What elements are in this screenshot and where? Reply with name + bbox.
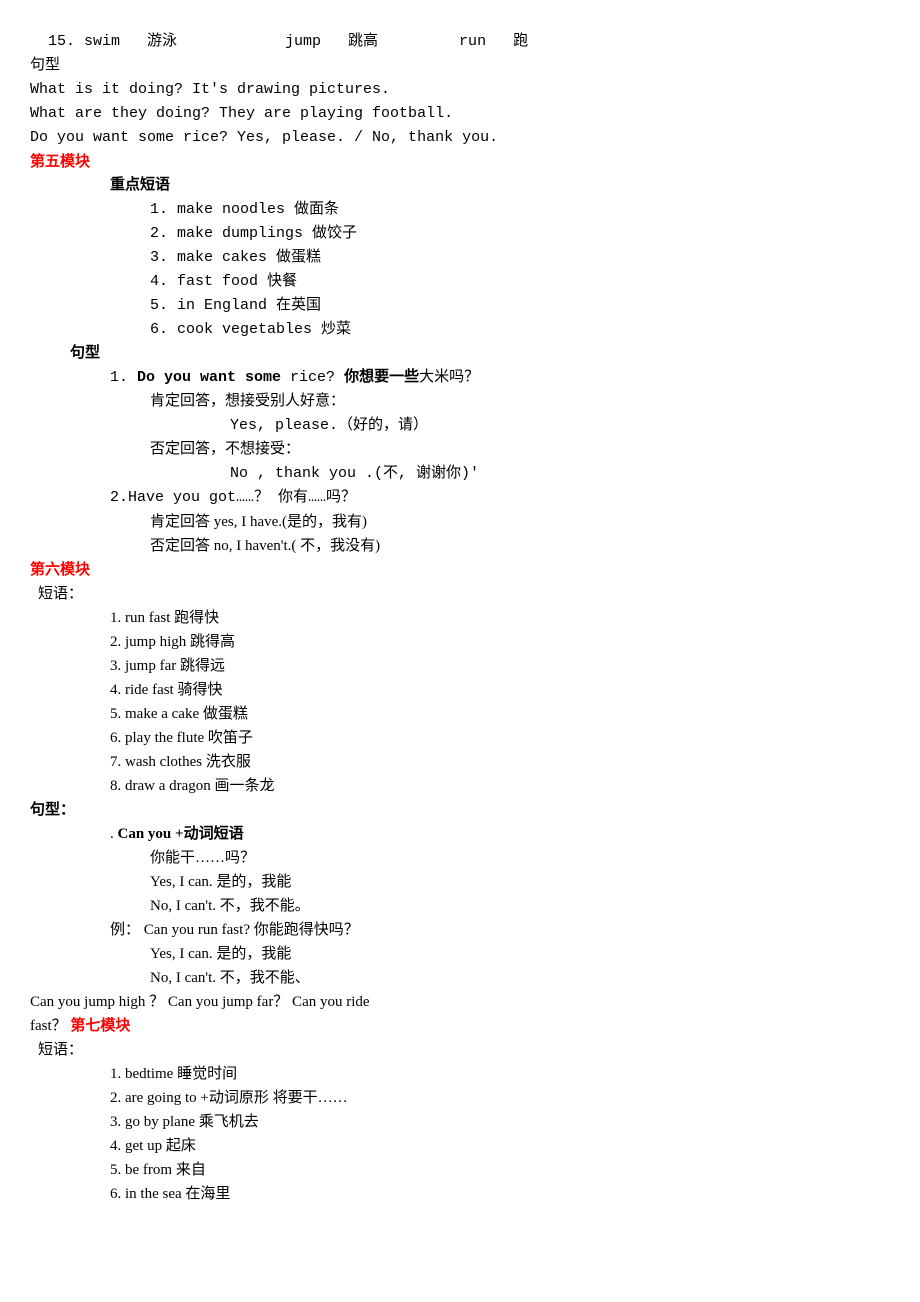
m5-phrase: 5. in England 在英国 xyxy=(30,294,890,318)
m6-dot: . xyxy=(110,826,118,842)
m6-can-you: . Can you +动词短语 xyxy=(30,822,890,846)
m5-s1-english-bold: Do you want some xyxy=(137,369,281,386)
m6-phrase: 6. play the flute 吹笛子 xyxy=(30,726,890,750)
m7-phrase: 2. are going to +动词原形 将要干…… xyxy=(30,1086,890,1110)
m5-s2-pos: 肯定回答 yes, I have.(是的，我有) xyxy=(30,510,890,534)
m5-phrases-heading: 重点短语 xyxy=(30,174,890,198)
m5-phrase: 3. make cakes 做蛋糕 xyxy=(30,246,890,270)
m5-sentence-1: 1. Do you want some rice? 你想要一些大米吗？ xyxy=(30,366,890,390)
module-7-title: 第七模块 xyxy=(70,1018,130,1034)
m6-ex-yes: Yes, I can. 是的，我能 xyxy=(30,942,890,966)
section-heading-sentences: 句型 xyxy=(30,54,890,78)
m5-s1-chinese-rest: 大米吗？ xyxy=(419,369,479,386)
m6-phrase: 1. run fast 跑得快 xyxy=(30,606,890,630)
m5-s1-pos-ans: Yes, please.（好的，请） xyxy=(30,414,890,438)
m5-s1-chinese-bold: 你想要一些 xyxy=(344,369,419,386)
m6-can-you-bold: Can you +动词短语 xyxy=(118,826,244,842)
m5-phrase: 1. make noodles 做面条 xyxy=(30,198,890,222)
m7-phrase: 4. get up 起床 xyxy=(30,1134,890,1158)
m5-phrase: 4. fast food 快餐 xyxy=(30,270,890,294)
m6-phrase: 3. jump far 跳得远 xyxy=(30,654,890,678)
m5-phrase: 6. cook vegetables 炒菜 xyxy=(30,318,890,342)
sentence-3: Do you want some rice? Yes, please. / No… xyxy=(30,126,890,150)
m6-phrase: 5. make a cake 做蛋糕 xyxy=(30,702,890,726)
m6-phrase: 2. jump high 跳得高 xyxy=(30,630,890,654)
module-5-title: 第五模块 xyxy=(30,150,890,174)
m6-ex-no: No, I can't. 不，我不能、 xyxy=(30,966,890,990)
sentence-2: What are they doing? They are playing fo… xyxy=(30,102,890,126)
m6-yes: Yes, I can. 是的，我能 xyxy=(30,870,890,894)
m6-phrases-heading: 短语： xyxy=(30,582,890,606)
module-6-title: 第六模块 xyxy=(30,558,890,582)
m5-sent-heading: 句型 xyxy=(30,342,890,366)
m5-s1-neg-ans: No , thank you .(不, 谢谢你)' xyxy=(30,462,890,486)
m6-last-fast: fast？ xyxy=(30,1018,70,1034)
m6-last-line-2: fast？ 第七模块 xyxy=(30,1014,890,1038)
vocab-line: 15. swim 游泳 jump 跳高 run 跑 xyxy=(30,30,890,54)
m7-phrase: 3. go by plane 乘飞机去 xyxy=(30,1110,890,1134)
m6-phrase: 7. wash clothes 洗衣服 xyxy=(30,750,890,774)
m6-last-line-1: Can you jump high ？ Can you jump far？ Ca… xyxy=(30,990,890,1014)
sentence-1: What is it doing? It's drawing pictures. xyxy=(30,78,890,102)
m7-phrase: 5. be from 来自 xyxy=(30,1158,890,1182)
m5-s2-neg: 否定回答 no, I haven't.( 不，我没有) xyxy=(30,534,890,558)
m5-phrase: 2. make dumplings 做饺子 xyxy=(30,222,890,246)
m6-phrase: 4. ride fast 骑得快 xyxy=(30,678,890,702)
m5-s1-neg-label: 否定回答，不想接受： xyxy=(30,438,890,462)
m6-no: No, I can't. 不，我不能。 xyxy=(30,894,890,918)
m6-question: 你能干……吗？ xyxy=(30,846,890,870)
m6-sent-heading: 句型： xyxy=(30,798,890,822)
m6-example: 例： Can you run fast? 你能跑得快吗？ xyxy=(30,918,890,942)
m5-s1-num: 1. xyxy=(110,369,137,386)
m7-phrase: 6. in the sea 在海里 xyxy=(30,1182,890,1206)
m7-phrase: 1. bedtime 睡觉时间 xyxy=(30,1062,890,1086)
m7-phrases-heading: 短语： xyxy=(30,1038,890,1062)
m5-s1-pos-label: 肯定回答，想接受别人好意： xyxy=(30,390,890,414)
m5-sentence-2: 2.Have you got……？ 你有……吗？ xyxy=(30,486,890,510)
m5-s1-rest: rice? xyxy=(281,369,344,386)
m6-phrase: 8. draw a dragon 画一条龙 xyxy=(30,774,890,798)
